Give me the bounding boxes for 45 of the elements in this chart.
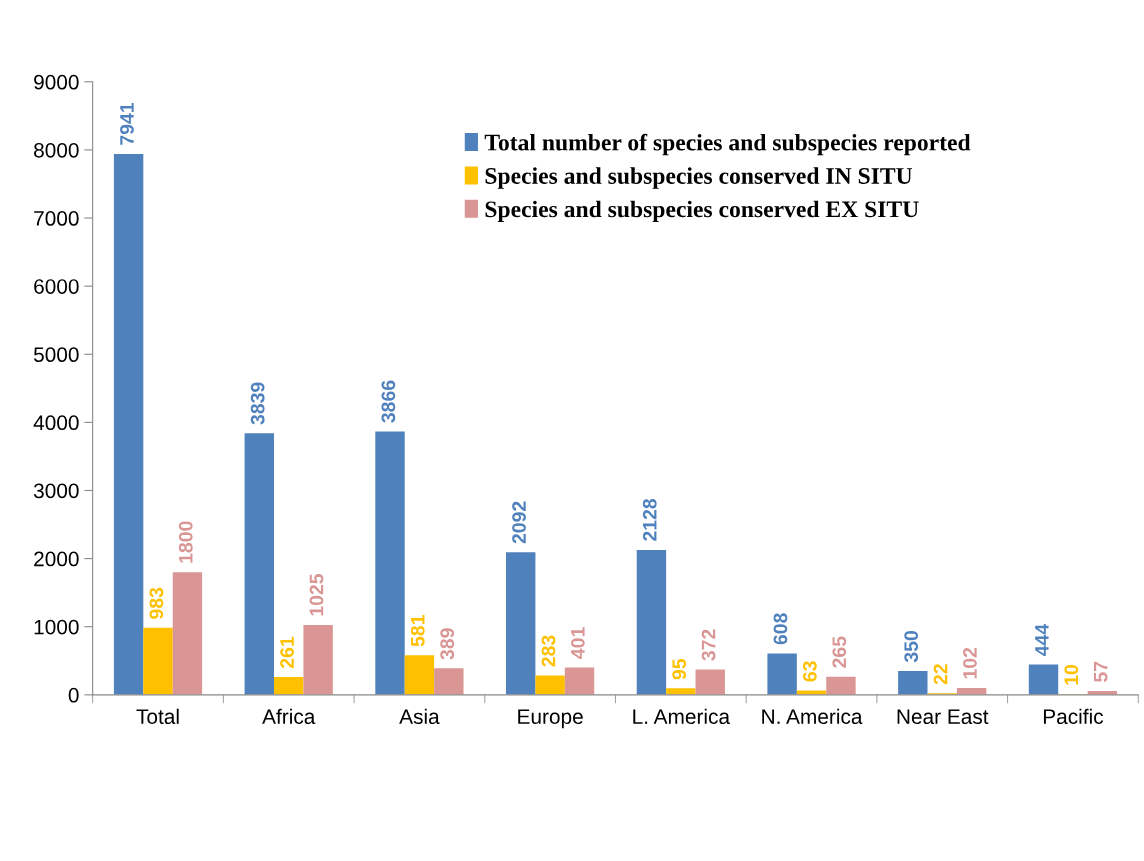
data-label: 3866 bbox=[381, 380, 396, 423]
data-label: 2092 bbox=[512, 501, 526, 544]
data-label: 3839 bbox=[250, 382, 265, 425]
y-tick-label: 4000 bbox=[33, 415, 79, 431]
x-tick-label: Asia bbox=[399, 708, 440, 725]
legend-label: Species and subspecies conserved IN SITU bbox=[485, 167, 913, 189]
y-tick-label: 1000 bbox=[34, 619, 79, 635]
legend-label: Species and subspecies conserved EX SITU bbox=[485, 200, 919, 223]
y-tick-label: 0 bbox=[68, 687, 79, 703]
data-label: 1800 bbox=[178, 521, 193, 563]
data-label: 7941 bbox=[120, 102, 134, 145]
x-tick-label: Near East bbox=[897, 709, 989, 725]
data-label: 608 bbox=[773, 613, 788, 645]
x-tick-label: Pacific bbox=[1043, 708, 1104, 725]
y-tick-label: 8000 bbox=[34, 142, 79, 158]
y-tick-label: 9000 bbox=[34, 74, 79, 90]
y-tick-label: 5000 bbox=[33, 347, 79, 363]
data-label: 372 bbox=[701, 629, 716, 661]
x-tick-label: N. America bbox=[762, 708, 863, 725]
data-label: 1025 bbox=[309, 573, 324, 616]
data-label: 350 bbox=[904, 631, 919, 663]
data-label: 57 bbox=[1093, 661, 1108, 683]
data-label: 283 bbox=[541, 635, 556, 667]
data-label: 444 bbox=[1035, 623, 1049, 656]
x-tick-label: Europe bbox=[518, 709, 583, 729]
data-label: 983 bbox=[149, 587, 164, 619]
data-label: 2128 bbox=[642, 498, 657, 541]
data-label: 265 bbox=[832, 636, 847, 668]
legend-label: Total number of species and subspecies reported bbox=[484, 133, 971, 156]
y-tick-label: 7000 bbox=[34, 211, 79, 226]
data-label: 95 bbox=[672, 658, 687, 680]
data-label: 63 bbox=[802, 661, 817, 682]
data-label: 261 bbox=[280, 636, 294, 669]
x-tick-label: Africa bbox=[262, 708, 316, 725]
data-label: 389 bbox=[440, 628, 455, 660]
data-label: 401 bbox=[570, 627, 585, 659]
y-tick-label: 6000 bbox=[34, 279, 79, 294]
x-tick-label: L. America bbox=[633, 708, 731, 725]
data-label: 102 bbox=[963, 647, 977, 679]
data-label: 10 bbox=[1064, 664, 1079, 685]
y-tick-label: 3000 bbox=[33, 483, 79, 499]
data-label: 22 bbox=[933, 664, 948, 685]
x-tick-label: Total bbox=[136, 708, 179, 725]
data-label: 581 bbox=[410, 615, 425, 647]
y-tick-label: 2000 bbox=[34, 551, 79, 567]
